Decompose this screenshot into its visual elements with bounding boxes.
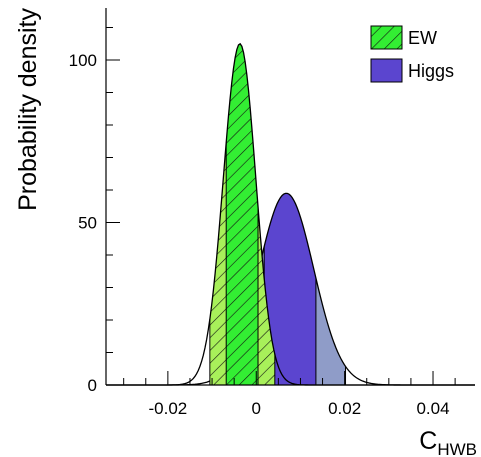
x-tick-label: 0.02 bbox=[328, 399, 361, 418]
x-axis-title: CHWB bbox=[419, 427, 477, 457]
x-axis-title-subscript: HWB bbox=[437, 440, 477, 457]
plot-area bbox=[106, 42, 475, 386]
x-tick-label: 0.04 bbox=[416, 399, 449, 418]
axes: -0.02 0 0.02 0.04 0 50 100 Probability density C… bbox=[14, 8, 477, 457]
legend-hatch-ew bbox=[370, 25, 403, 50]
legend-swatch-higgs bbox=[370, 58, 403, 83]
higgs-band-68 bbox=[264, 193, 316, 385]
y-tick-label: 0 bbox=[88, 376, 97, 395]
y-axis-title: Probability density bbox=[14, 8, 42, 211]
x-tick-label: -0.02 bbox=[148, 399, 187, 418]
y-tick-label: 50 bbox=[78, 214, 97, 233]
y-tick-label: 100 bbox=[69, 51, 97, 70]
ew-hatch bbox=[209, 43, 275, 385]
legend: EW Higgs bbox=[370, 25, 454, 83]
legend-label-ew: EW bbox=[408, 28, 437, 48]
x-tick-label: 0 bbox=[252, 399, 261, 418]
x-axis-title-main: C bbox=[419, 427, 437, 455]
legend-label-higgs: Higgs bbox=[408, 61, 454, 81]
